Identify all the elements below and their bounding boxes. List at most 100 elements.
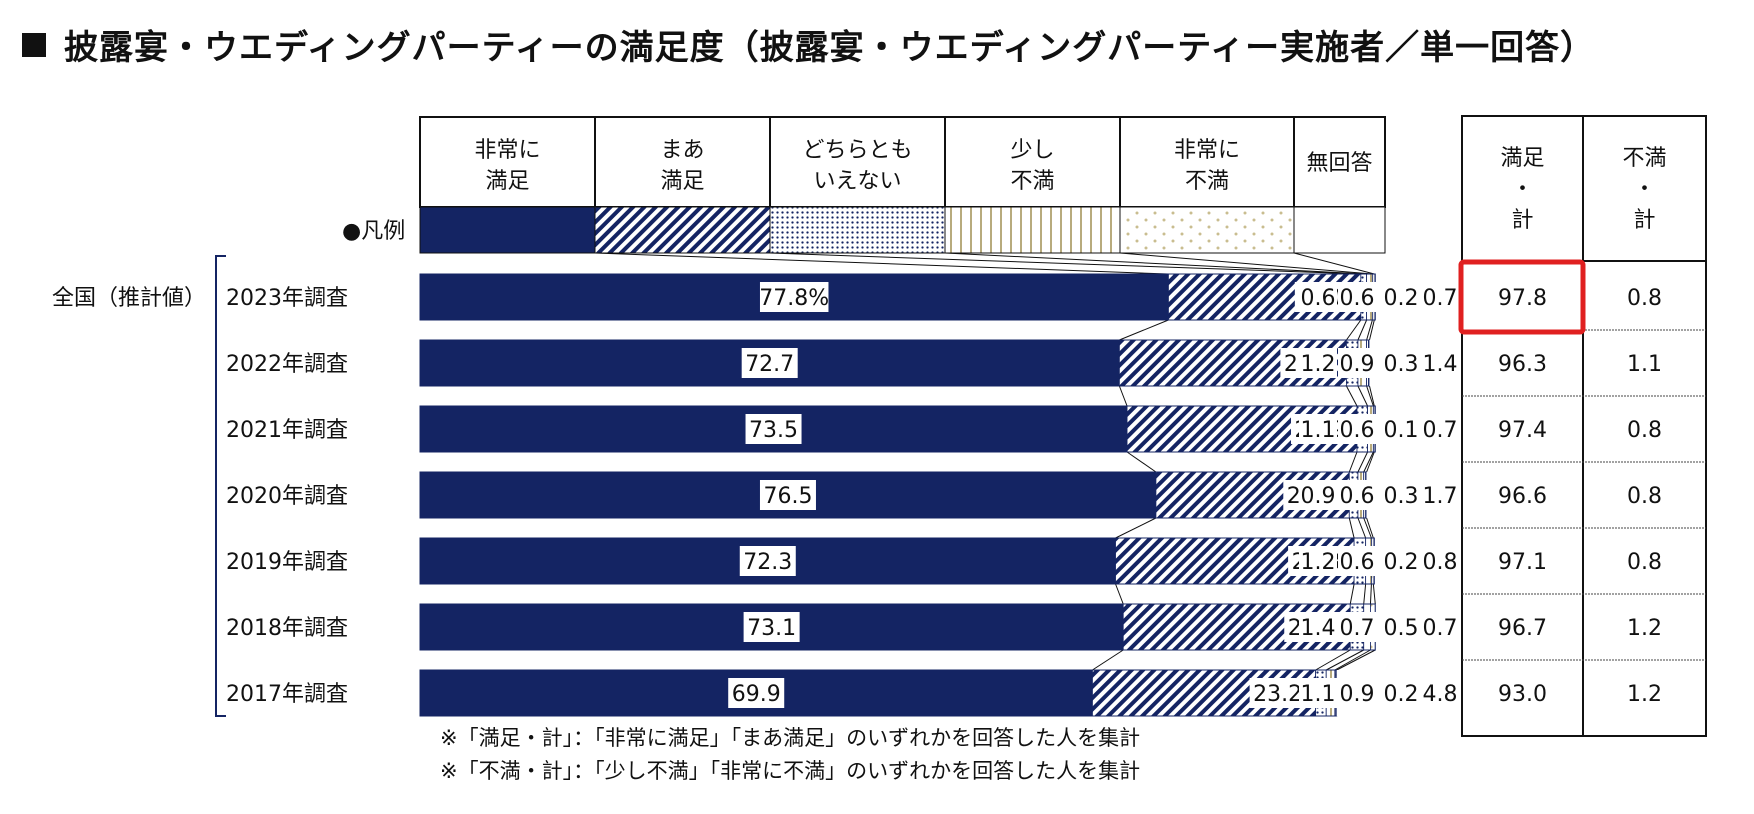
data-label-very-satisfied-bg	[743, 612, 800, 642]
chart-title-text: 披露宴・ウエディングパーティーの満足度（披露宴・ウエディングパーティー実施者／単…	[64, 28, 1596, 68]
connector-line	[1118, 385, 1128, 407]
total-satisfied: 96.3	[1498, 352, 1547, 377]
bar-segment	[1375, 604, 1382, 650]
total-dissatisfied: 0.8	[1627, 550, 1662, 575]
connector-line	[1115, 517, 1157, 539]
data-label: 0.9	[1340, 352, 1375, 377]
data-label: 1.1	[1301, 418, 1336, 443]
totals-header-label: 計	[1633, 208, 1655, 233]
connector-line	[1346, 319, 1362, 341]
data-label-very-satisfied-text: 69.9	[732, 682, 781, 707]
data-label: 0.6	[1340, 286, 1375, 311]
data-label-bg	[1299, 348, 1337, 378]
connector-line	[1366, 319, 1373, 341]
legend-swatch	[419, 206, 596, 254]
total-satisfied: 96.6	[1498, 484, 1547, 509]
total-satisfied: 97.1	[1498, 550, 1547, 575]
data-label-very-satisfied-text: 73.5	[749, 418, 798, 443]
data-label-very-satisfied: 76.5	[759, 480, 816, 510]
data-label-very-satisfied: 77.8%	[759, 282, 829, 312]
group-bracket	[215, 255, 226, 717]
connector-line	[1369, 583, 1372, 605]
connector-line	[1119, 252, 1373, 275]
total-dissatisfied: 1.1	[1627, 352, 1662, 377]
connector-line	[1119, 319, 1169, 341]
title-square-icon	[22, 33, 46, 57]
total-satisfied: 97.8	[1498, 286, 1547, 311]
data-label: 1.7	[1423, 484, 1458, 509]
total-satisfied: 93.0	[1498, 682, 1547, 707]
chart-title: 披露宴・ウエディングパーティーの満足度（披露宴・ウエディングパーティー実施者／単…	[22, 20, 1595, 69]
legend-label: 満足	[660, 169, 704, 194]
data-label: 0.6	[1301, 286, 1336, 311]
data-label: 0.8	[1423, 550, 1458, 575]
data-label-very-satisfied-text: 72.7	[745, 352, 794, 377]
connector-line	[1115, 583, 1124, 605]
connector-line	[1345, 385, 1358, 407]
legend-label: 非常に	[1174, 138, 1240, 163]
data-label-bg	[1338, 282, 1376, 312]
connector-line	[1357, 319, 1368, 341]
data-label-bg	[1299, 612, 1337, 642]
category-label: 2022年調査	[226, 352, 348, 377]
data-label-satisfied: 23.2	[1249, 678, 1306, 708]
data-label-very-satisfied: 72.7	[741, 348, 798, 378]
data-label-satisfied-text: 23.2	[1253, 682, 1302, 707]
connector-line	[1348, 451, 1358, 473]
legend-label: 少し	[1010, 138, 1054, 163]
data-label: 0.7	[1423, 418, 1458, 443]
data-label-very-satisfied-text: 76.5	[763, 484, 812, 509]
group-label: 全国（推計値）	[52, 286, 206, 311]
data-label-very-satisfied-text: 77.8%	[759, 286, 829, 311]
data-label: 1.1	[1301, 682, 1336, 707]
category-label: 2017年調査	[226, 682, 348, 707]
data-label-very-satisfied-bg	[728, 678, 785, 708]
connector-line	[1315, 649, 1351, 671]
legend-label: 不満	[1010, 169, 1054, 194]
data-label-very-satisfied-bg	[741, 348, 798, 378]
data-label: 0.3	[1384, 352, 1419, 377]
data-label-very-satisfied-text: 73.1	[747, 616, 796, 641]
note-satisfied: ※「満足・計」：「非常に満足」「まあ満足」のいずれかを回答した人を集計	[440, 726, 1141, 750]
data-label: 0.2	[1384, 550, 1419, 575]
data-label: 0.2	[1384, 286, 1419, 311]
connector-line	[1325, 649, 1364, 671]
bars	[419, 273, 1383, 717]
category-label: 2018年調査	[226, 616, 348, 641]
data-label: 1.4	[1423, 352, 1458, 377]
data-label-bg	[1299, 480, 1337, 510]
data-label: 0.6	[1340, 484, 1375, 509]
connector-line	[1293, 252, 1375, 275]
legend-label: まあ	[660, 138, 704, 163]
data-label: 0.7	[1423, 286, 1458, 311]
total-satisfied: 97.4	[1498, 418, 1547, 443]
totals-header-label: 計	[1511, 208, 1533, 233]
data-label: 1.4	[1301, 616, 1336, 641]
connector-line	[1369, 319, 1375, 341]
legend-swatch	[769, 206, 946, 254]
connector-line	[1363, 583, 1367, 605]
connector-line	[1092, 649, 1124, 671]
totals-header-label: 満足	[1500, 146, 1544, 171]
legend-label: 無回答	[1306, 151, 1372, 176]
legend-label: 満足	[485, 169, 529, 194]
connector-line	[594, 252, 1169, 275]
data-label: 0.9	[1340, 682, 1375, 707]
total-dissatisfied: 0.8	[1627, 484, 1662, 509]
data-label: 0.5	[1384, 616, 1419, 641]
category-label: 2023年調査	[226, 286, 348, 311]
data-label-very-satisfied: 73.5	[745, 414, 802, 444]
category-label: 2021年調査	[226, 418, 348, 443]
connector-lines	[594, 252, 1376, 671]
data-label-bg	[1299, 282, 1337, 312]
category-label: 2019年調査	[226, 550, 348, 575]
total-satisfied: 96.7	[1498, 616, 1547, 641]
highlight-box	[1458, 259, 1586, 335]
total-dissatisfied: 1.2	[1627, 616, 1662, 641]
totals-header-label: ・	[1633, 177, 1655, 202]
data-label-bg	[1299, 678, 1337, 708]
legend-swatch	[1293, 206, 1386, 254]
legend-swatch	[594, 206, 771, 254]
connector-line	[1357, 385, 1369, 407]
